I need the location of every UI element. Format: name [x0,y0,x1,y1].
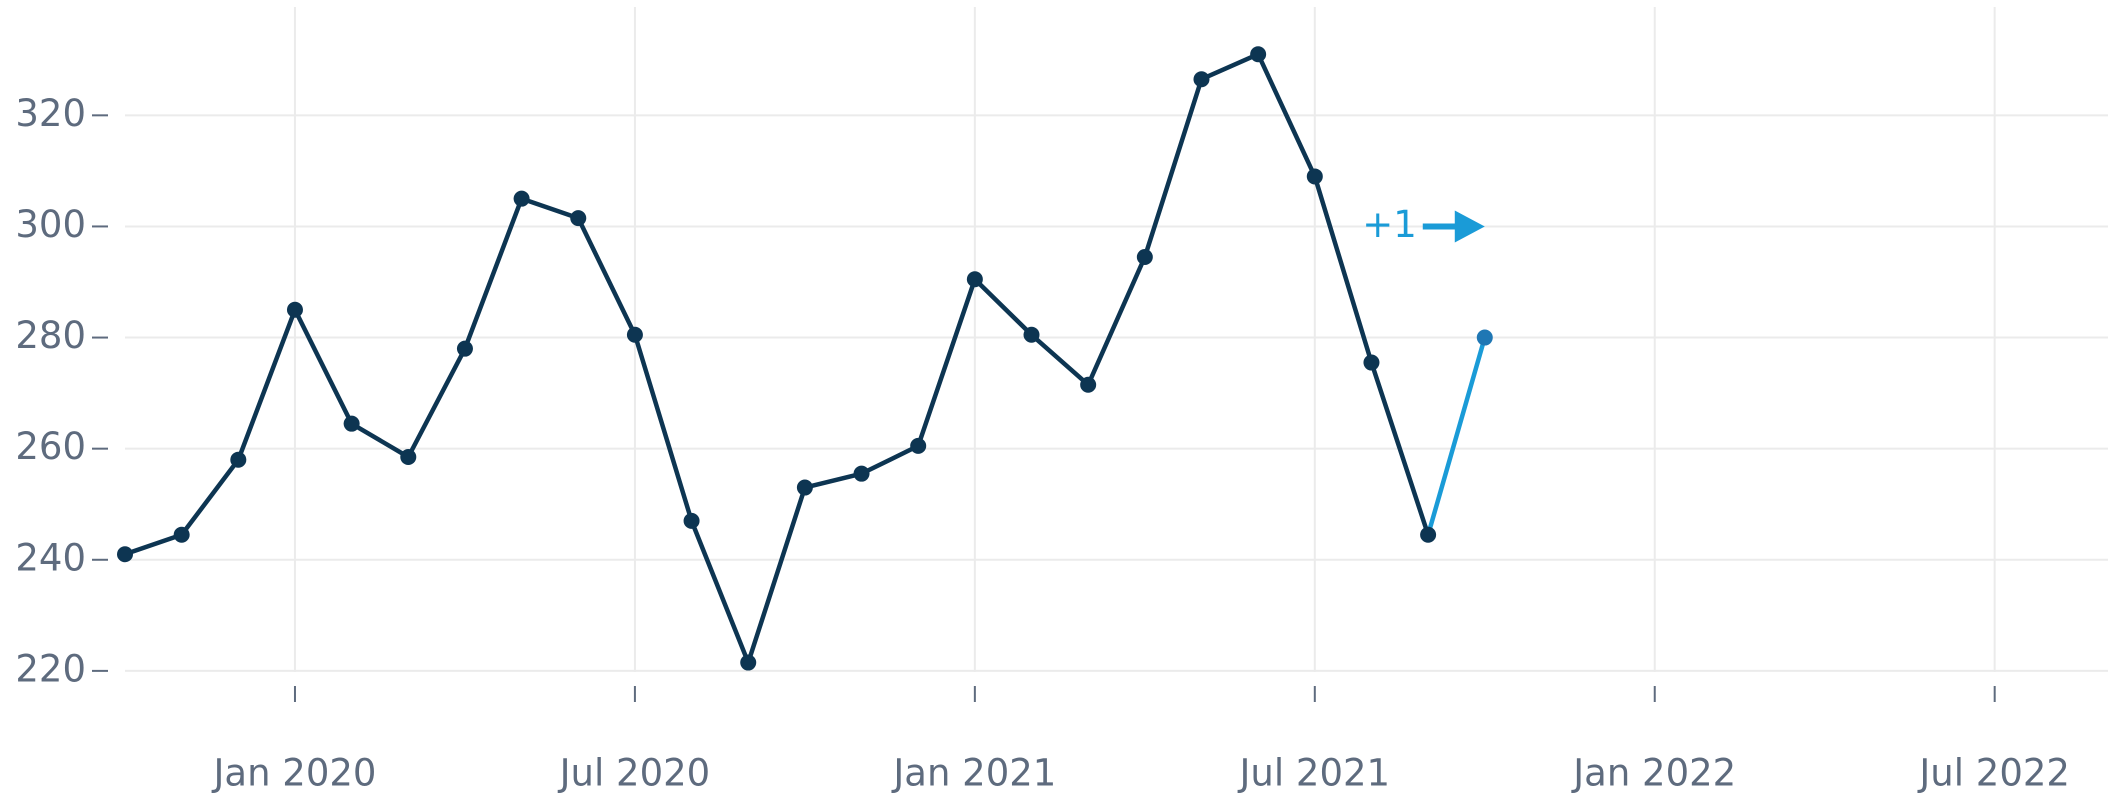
marker [400,449,417,465]
marker [1363,354,1380,371]
annotation: +1 [1362,203,1417,246]
marker [343,415,360,432]
marker [1136,249,1153,265]
x-tick-label: Jan 2022 [1571,752,1736,795]
marker [910,437,927,454]
marker [1306,168,1323,185]
marker [626,326,643,343]
y-tick-label: 240 [15,536,86,579]
marker [1193,71,1210,88]
marker [966,271,983,288]
marker [1476,329,1493,346]
x-tick-label: Jul 2021 [1238,752,1391,795]
marker [853,465,870,482]
marker [230,451,247,468]
marker [456,340,473,357]
marker [740,654,757,671]
marker [1420,526,1437,543]
x-tick-label: Jan 2020 [211,752,376,795]
y-tick-label: 320 [15,92,86,135]
y-tick-label: 220 [15,647,86,690]
marker [1250,46,1267,63]
marker [513,190,530,207]
x-tick-label: Jul 2022 [1917,752,2070,795]
y-tick-label: 300 [15,203,86,246]
marker [683,512,700,529]
line [124,51,1431,665]
annotation-arrow-head [1454,210,1485,243]
marker [1080,376,1097,393]
marker [570,210,587,227]
y-tick-label: 260 [15,425,86,468]
x-tick-label: Jul 2020 [558,752,711,795]
x-tick-label: Jan 2021 [891,752,1056,795]
line [1425,336,1487,536]
marker [796,479,813,496]
y-tick-label: 280 [15,314,86,357]
marker [117,546,133,563]
marker [1023,326,1040,343]
marker [173,526,190,543]
marker [286,301,303,318]
